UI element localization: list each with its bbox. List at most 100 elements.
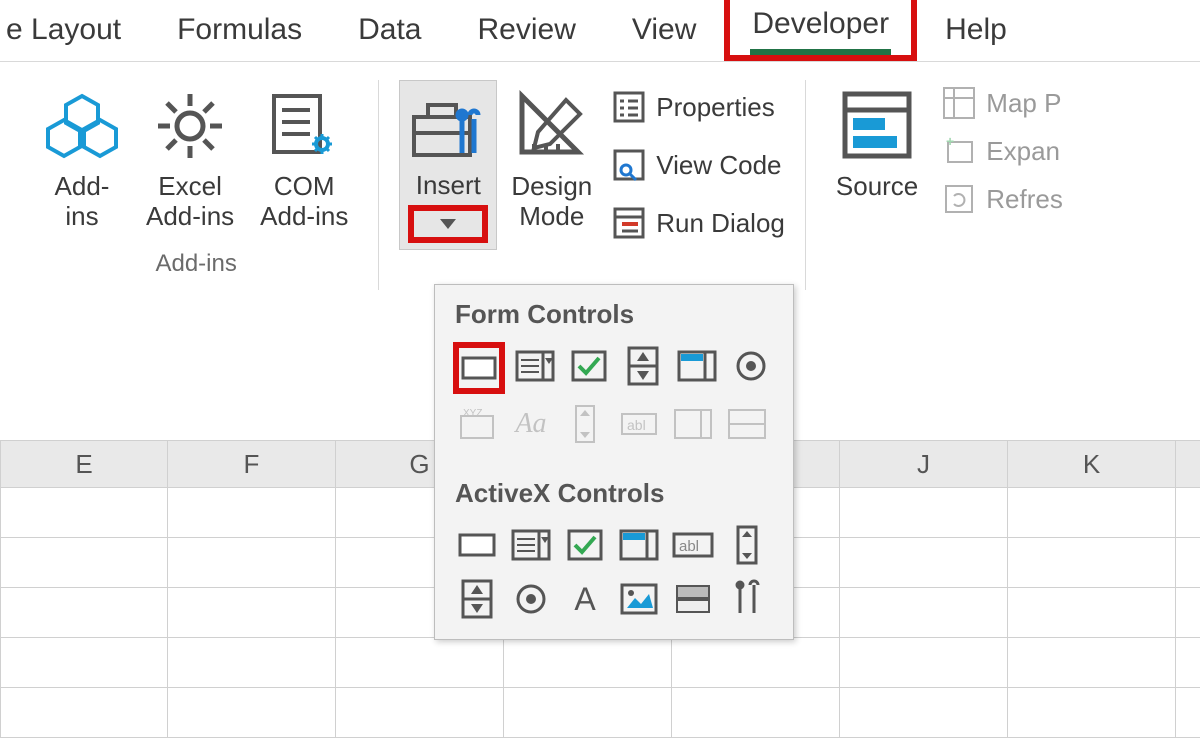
cell[interactable] — [168, 488, 336, 537]
cell[interactable] — [1008, 488, 1176, 537]
form-scrollbar-control — [561, 400, 609, 448]
addins-button[interactable]: Add-ins — [34, 80, 130, 232]
refresh-data-button[interactable]: Refres — [942, 178, 1063, 220]
chevron-down-icon[interactable] — [440, 219, 456, 229]
run-dialog-label: Run Dialog — [656, 208, 785, 239]
cell[interactable] — [1008, 688, 1176, 737]
activex-listbox-control[interactable] — [615, 521, 663, 569]
cell[interactable] — [0, 488, 168, 537]
cell[interactable] — [672, 638, 840, 687]
svg-text:+: + — [946, 134, 954, 149]
excel-addins-label-2: Add-ins — [146, 202, 234, 232]
svg-text:abl: abl — [679, 538, 699, 555]
col-header[interactable]: F — [168, 441, 336, 487]
commandbutton-icon — [457, 530, 497, 560]
tab-data[interactable]: Data — [330, 5, 449, 61]
activex-togglebutton-control[interactable] — [669, 575, 717, 623]
cell[interactable] — [0, 638, 168, 687]
expansion-icon: + — [942, 134, 976, 168]
cell[interactable] — [504, 638, 672, 687]
group-separator-1 — [378, 80, 379, 290]
cell[interactable] — [336, 638, 504, 687]
form-optionbutton-control[interactable] — [727, 342, 775, 390]
map-properties-button[interactable]: Map P — [942, 82, 1063, 124]
source-label: Source — [836, 172, 918, 202]
expansion-label: Expan — [986, 136, 1060, 167]
activex-optionbutton-control[interactable] — [507, 575, 555, 623]
source-button[interactable]: Source — [826, 80, 928, 202]
cell[interactable] — [1008, 538, 1176, 587]
checkbox-icon — [569, 348, 609, 384]
tab-review[interactable]: Review — [450, 5, 604, 61]
activex-spinbutton-control[interactable] — [453, 575, 501, 623]
textfield-icon: abl — [619, 408, 659, 440]
cell[interactable] — [1008, 638, 1176, 687]
listbox-icon — [677, 348, 717, 384]
excel-addins-button[interactable]: ExcelAdd-ins — [136, 80, 244, 232]
cell[interactable] — [0, 588, 168, 637]
group-separator-2 — [805, 80, 806, 290]
design-label-2: Mode — [519, 202, 584, 232]
form-controls-grid: XYZ Aa abl — [435, 340, 793, 464]
toolbox-icon — [408, 93, 488, 165]
form-groupbox-control: XYZ — [453, 400, 501, 448]
cell[interactable] — [168, 688, 336, 737]
activex-more-controls[interactable] — [723, 575, 771, 623]
svg-text:XYZ: XYZ — [463, 408, 482, 419]
insert-controls-button[interactable]: Insert — [399, 80, 497, 250]
cell[interactable] — [1008, 588, 1176, 637]
com-addins-button[interactable]: COMAdd-ins — [250, 80, 358, 232]
cell[interactable] — [168, 638, 336, 687]
cell[interactable] — [504, 688, 672, 737]
map-label: Map P — [986, 88, 1061, 119]
tab-view[interactable]: View — [604, 5, 724, 61]
table-row — [0, 688, 1200, 738]
activex-textbox-control[interactable]: abl — [669, 521, 717, 569]
activex-label-control[interactable]: A — [561, 575, 609, 623]
form-label-control: Aa — [507, 400, 555, 448]
tab-help[interactable]: Help — [917, 5, 1035, 61]
expansion-packs-button[interactable]: + Expan — [942, 130, 1063, 172]
activex-controls-title: ActiveX Controls — [435, 464, 793, 519]
tab-developer[interactable]: Developer — [736, 0, 905, 55]
activex-combobox-control[interactable] — [507, 521, 555, 569]
ax-listbox-icon — [619, 527, 659, 563]
cell[interactable] — [672, 688, 840, 737]
form-button-control[interactable] — [453, 342, 505, 394]
map-icon — [942, 86, 976, 120]
tab-formulas[interactable]: Formulas — [149, 5, 330, 61]
insert-label: Insert — [416, 171, 481, 201]
col-header[interactable]: E — [0, 441, 168, 487]
activex-scrollbar-control[interactable] — [723, 521, 771, 569]
spinner-icon — [625, 346, 661, 386]
form-textfield-control: abl — [615, 400, 663, 448]
properties-button[interactable]: Properties — [612, 86, 785, 128]
activex-image-control[interactable] — [615, 575, 663, 623]
highlight-developer-tab: Developer — [724, 0, 917, 61]
form-spinner-control[interactable] — [619, 342, 667, 390]
form-controls-title: Form Controls — [435, 285, 793, 340]
tab-page-layout[interactable]: e Layout — [0, 5, 149, 61]
design-mode-button[interactable]: DesignMode — [501, 80, 602, 232]
cell[interactable] — [0, 688, 168, 737]
form-combobox-control[interactable] — [511, 342, 559, 390]
cell[interactable] — [336, 688, 504, 737]
cell[interactable] — [840, 588, 1008, 637]
ax-scrollbar-icon — [732, 525, 762, 565]
form-listbox-control[interactable] — [673, 342, 721, 390]
view-code-button[interactable]: View Code — [612, 144, 785, 186]
ax-textbox-icon: abl — [671, 529, 715, 561]
cell[interactable] — [840, 488, 1008, 537]
activex-commandbutton-control[interactable] — [453, 521, 501, 569]
col-header[interactable]: J — [840, 441, 1008, 487]
cell[interactable] — [840, 538, 1008, 587]
col-header[interactable]: K — [1008, 441, 1176, 487]
run-dialog-button[interactable]: Run Dialog — [612, 202, 785, 244]
cell[interactable] — [840, 688, 1008, 737]
cell[interactable] — [0, 538, 168, 587]
activex-checkbox-control[interactable] — [561, 521, 609, 569]
form-checkbox-control[interactable] — [565, 342, 613, 390]
cell[interactable] — [840, 638, 1008, 687]
cell[interactable] — [168, 538, 336, 587]
cell[interactable] — [168, 588, 336, 637]
